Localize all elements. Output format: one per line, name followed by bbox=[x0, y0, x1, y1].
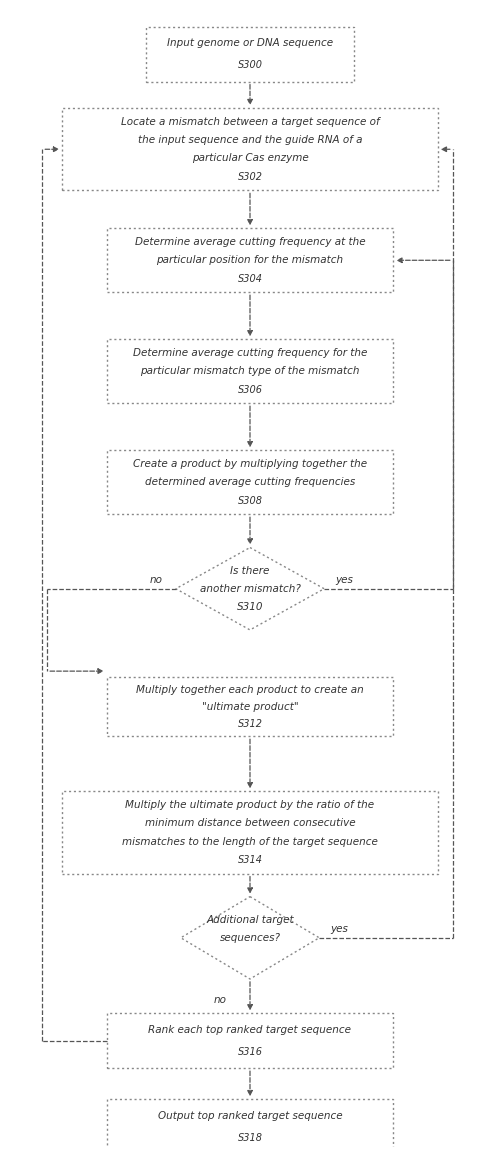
Text: determined average cutting frequencies: determined average cutting frequencies bbox=[145, 477, 355, 488]
Text: the input sequence and the guide RNA of a: the input sequence and the guide RNA of … bbox=[138, 135, 362, 145]
Bar bbox=[62, 108, 438, 191]
Text: particular position for the mismatch: particular position for the mismatch bbox=[156, 255, 344, 266]
Polygon shape bbox=[181, 897, 319, 979]
Text: Determine average cutting frequency for the: Determine average cutting frequency for … bbox=[133, 348, 367, 358]
Text: Additional target: Additional target bbox=[206, 914, 294, 925]
Text: another mismatch?: another mismatch? bbox=[200, 584, 300, 593]
Text: mismatches to the length of the target sequence: mismatches to the length of the target s… bbox=[122, 837, 378, 846]
Text: Multiply together each product to create an: Multiply together each product to create… bbox=[136, 684, 364, 695]
Bar bbox=[106, 1013, 394, 1068]
Text: Multiply the ultimate product by the ratio of the: Multiply the ultimate product by the rat… bbox=[126, 800, 374, 810]
Text: Determine average cutting frequency at the: Determine average cutting frequency at t… bbox=[134, 237, 366, 247]
Text: no: no bbox=[214, 995, 227, 1005]
Text: sequences?: sequences? bbox=[220, 933, 280, 943]
Text: Input genome or DNA sequence: Input genome or DNA sequence bbox=[167, 38, 333, 48]
Text: particular Cas enzyme: particular Cas enzyme bbox=[192, 153, 308, 163]
Text: "ultimate product": "ultimate product" bbox=[202, 702, 298, 712]
Text: S314: S314 bbox=[238, 854, 262, 865]
Text: yes: yes bbox=[335, 575, 353, 584]
Text: S310: S310 bbox=[237, 601, 263, 612]
Text: S302: S302 bbox=[238, 171, 262, 182]
Text: Create a product by multiplying together the: Create a product by multiplying together… bbox=[133, 459, 367, 469]
Text: yes: yes bbox=[330, 923, 348, 934]
Bar bbox=[146, 26, 354, 82]
Bar bbox=[106, 451, 394, 514]
Text: Output top ranked target sequence: Output top ranked target sequence bbox=[158, 1111, 342, 1120]
Text: S318: S318 bbox=[238, 1133, 262, 1143]
Text: S316: S316 bbox=[238, 1046, 262, 1057]
Text: Is there: Is there bbox=[230, 566, 270, 576]
Bar bbox=[62, 791, 438, 874]
Text: S304: S304 bbox=[238, 274, 262, 284]
Text: minimum distance between consecutive: minimum distance between consecutive bbox=[144, 819, 356, 828]
Bar bbox=[106, 228, 394, 292]
Text: Locate a mismatch between a target sequence of: Locate a mismatch between a target seque… bbox=[120, 117, 380, 126]
Text: S308: S308 bbox=[238, 496, 262, 506]
Text: particular mismatch type of the mismatch: particular mismatch type of the mismatch bbox=[140, 367, 360, 376]
Polygon shape bbox=[176, 547, 324, 630]
Bar bbox=[106, 677, 394, 736]
Bar bbox=[106, 339, 394, 404]
Text: S306: S306 bbox=[238, 384, 262, 394]
Text: S312: S312 bbox=[238, 719, 262, 729]
Text: S300: S300 bbox=[238, 60, 262, 70]
Bar bbox=[106, 1099, 394, 1150]
Text: no: no bbox=[150, 575, 162, 584]
Text: Rank each top ranked target sequence: Rank each top ranked target sequence bbox=[148, 1025, 352, 1035]
